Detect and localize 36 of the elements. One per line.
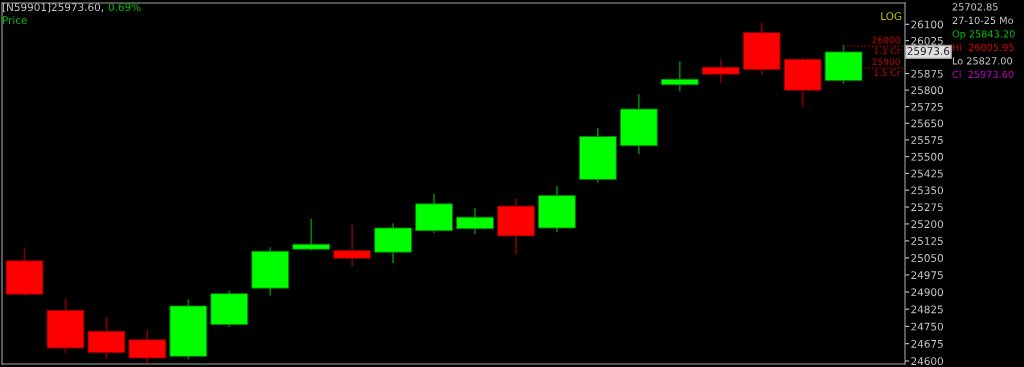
text: 25702.85 [952,3,998,11]
text: 27-10-25 Mo [952,16,1014,25]
candlestick [333,223,371,268]
text: Hi 26005.95 [952,43,1014,52]
y-tick-label: 25050 [911,254,943,262]
y-tick-label: 24900 [911,288,943,297]
y-tick-label: 26100 [911,20,943,29]
y-tick-label: 25275 [911,203,943,212]
text: 25973.6 [907,47,950,55]
y-tick-label: 25650 [911,119,943,128]
y-tick-label: 24975 [911,271,943,280]
candlestick [660,60,699,93]
annotation: Price [3,16,27,25]
y-tick-label: 24825 [911,305,943,314]
ref-line-label: 26000 1.3 Cr [872,36,901,55]
y-tick-label: 26025 [911,36,943,45]
y-tick-label: 25350 [911,186,943,195]
text: Lo 25827.00 [952,57,1013,65]
chart-title: [N59901]25973.60, [2,3,104,13]
y-tick-label: 25800 [911,86,943,95]
y-tick-label: 25200 [911,220,943,229]
y-tick-label: 25575 [911,136,943,145]
text: LOG [881,12,902,21]
y-tick-label: 24675 [911,339,943,348]
candlestick [292,217,331,252]
ref-line-label: 25900 1.5 Cr [872,58,901,77]
y-tick-label: 25875 [911,69,943,78]
y-tick-label: 25425 [911,169,943,178]
text: Cl 25973.60 [952,70,1014,79]
y-tick-label: 24750 [911,322,943,331]
y-tick-label: 25500 [911,152,943,161]
y-tick-label: 25725 [911,102,943,111]
chart-subtitle: 0.69% [108,3,141,12]
y-tick-label: 25125 [911,237,943,245]
text: Op 25843.20 [952,30,1015,40]
y-tick-label: 24600 [911,357,943,366]
